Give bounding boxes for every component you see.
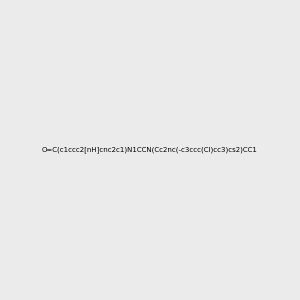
Text: O=C(c1ccc2[nH]cnc2c1)N1CCN(Cc2nc(-c3ccc(Cl)cc3)cs2)CC1: O=C(c1ccc2[nH]cnc2c1)N1CCN(Cc2nc(-c3ccc(…: [42, 147, 258, 153]
